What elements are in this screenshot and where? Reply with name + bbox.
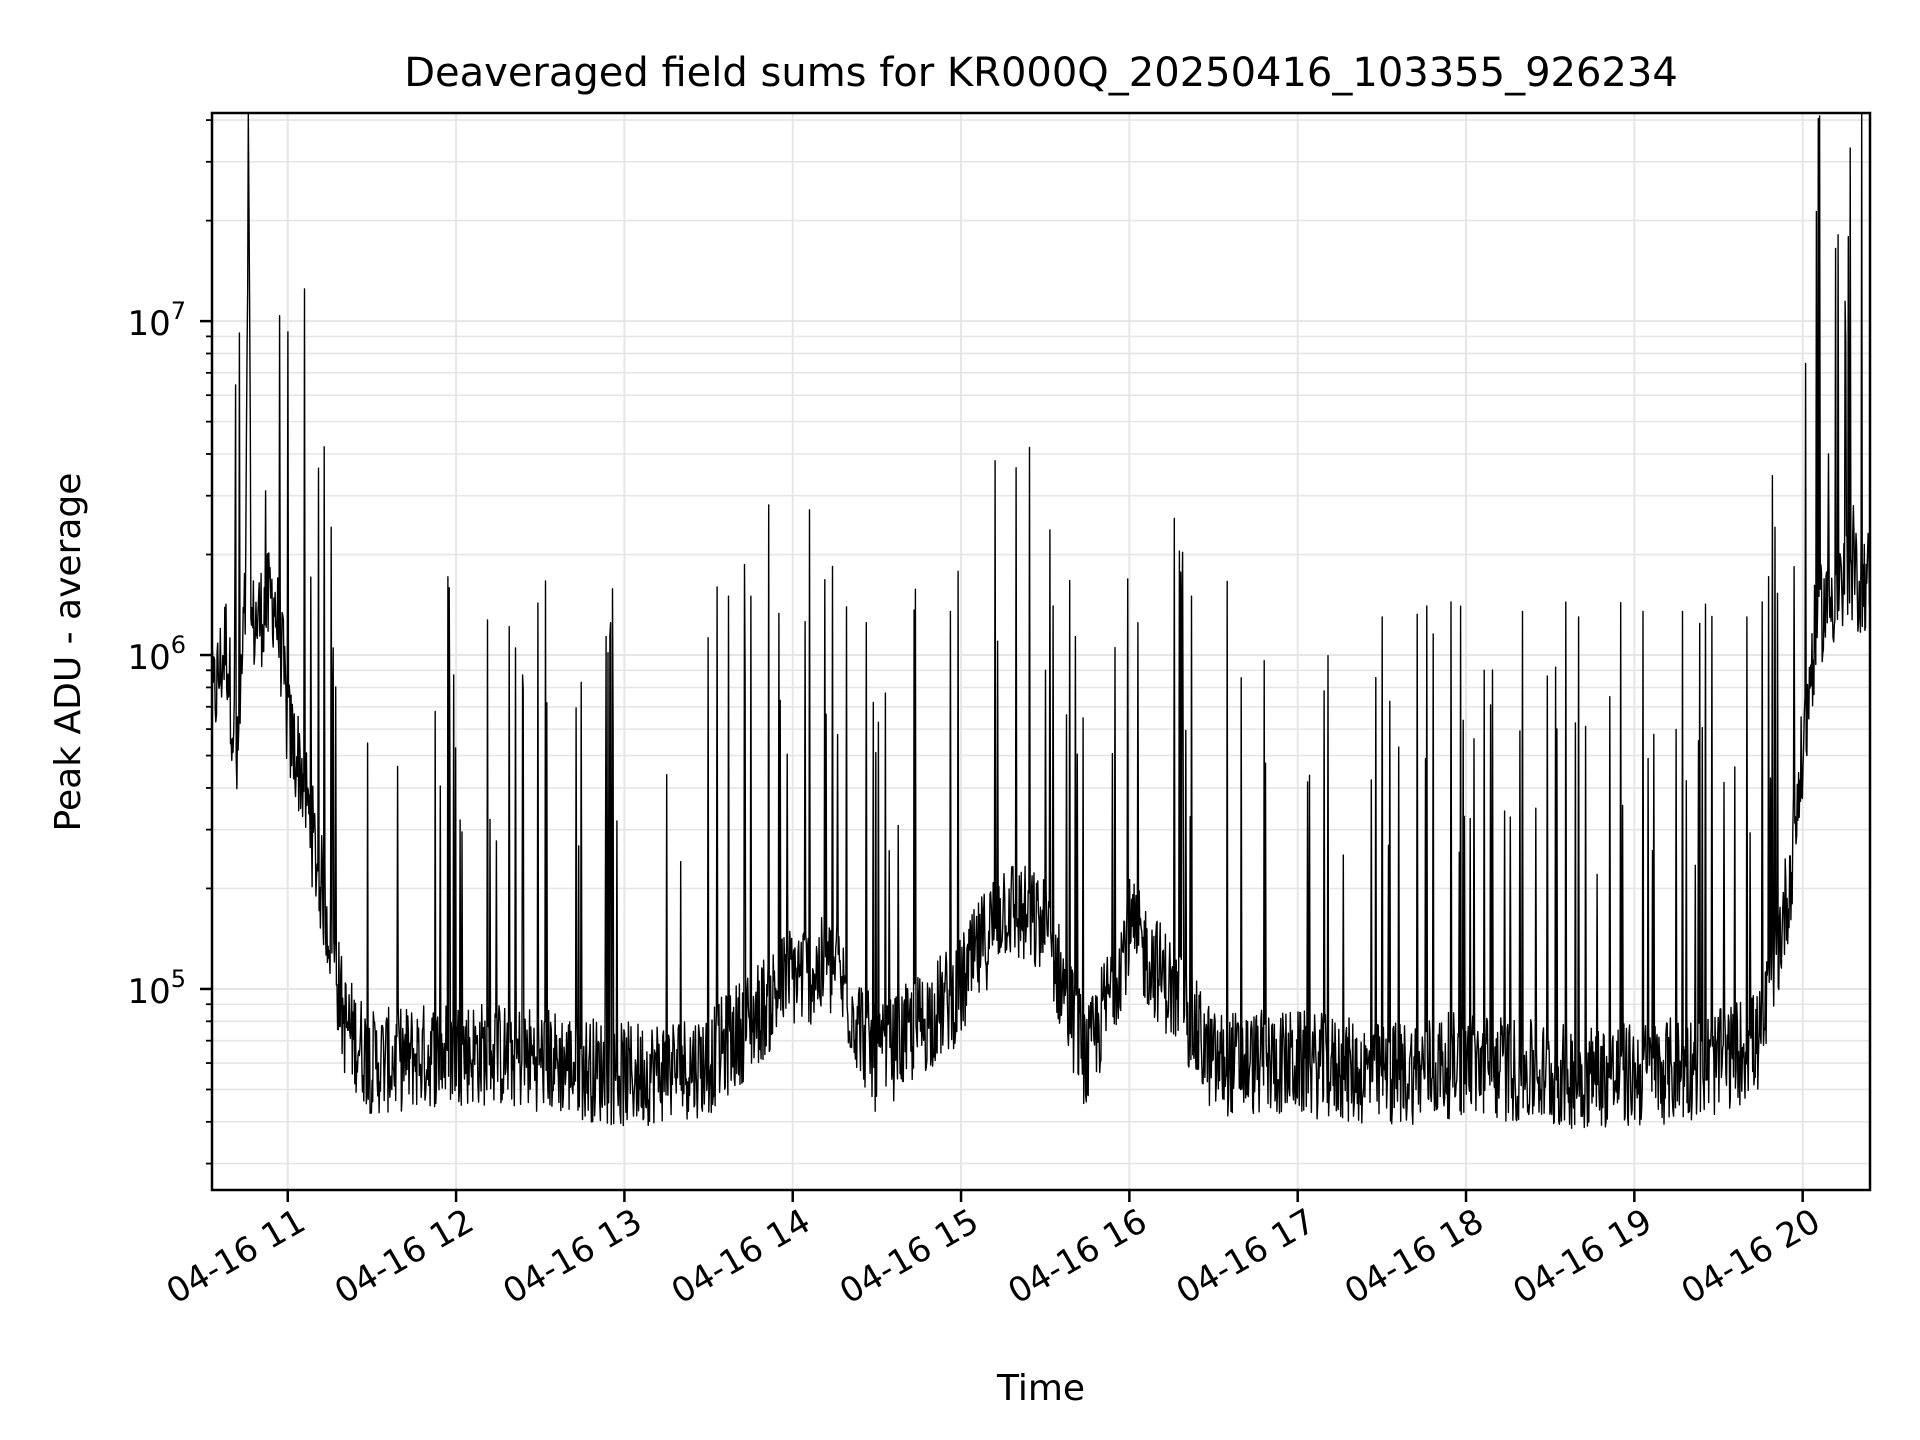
- series-layer: [211, 112, 1871, 1129]
- y-tick-label: 107: [127, 297, 186, 344]
- y-axis-label: Peak ADU - average: [48, 473, 89, 832]
- series-line: [211, 112, 1871, 1129]
- y-tick-label: 105: [127, 965, 186, 1012]
- plot-frame: [210, 111, 1872, 1192]
- y-axis: 105 106 107: [127, 119, 212, 1165]
- x-axis-label: Time: [996, 1368, 1085, 1409]
- y-tick-label: 106: [127, 631, 186, 678]
- chart-title: Deaveraged field sums for KR000Q_2025041…: [404, 50, 1678, 96]
